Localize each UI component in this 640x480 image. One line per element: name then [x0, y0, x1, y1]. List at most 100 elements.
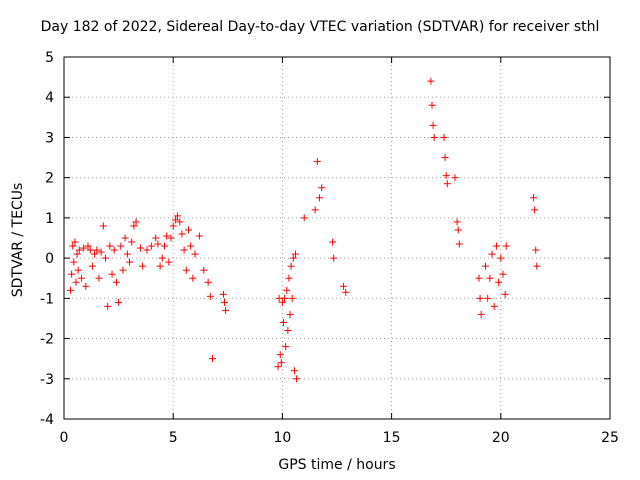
- data-point: [130, 222, 138, 230]
- data-point: [160, 242, 168, 250]
- data-point: [95, 274, 103, 282]
- data-point: [68, 270, 76, 278]
- data-point: [453, 218, 461, 226]
- data-points: [67, 77, 541, 383]
- data-point: [75, 246, 83, 254]
- data-point: [139, 262, 147, 270]
- data-point: [206, 292, 214, 300]
- data-point: [330, 254, 338, 262]
- data-point: [443, 180, 451, 188]
- data-point: [530, 194, 538, 202]
- y-tick-label: 5: [45, 50, 54, 66]
- y-tick-label: -3: [40, 372, 54, 388]
- data-point: [156, 262, 164, 270]
- data-point: [88, 262, 96, 270]
- data-point: [277, 359, 285, 367]
- data-point: [174, 212, 182, 220]
- data-point: [475, 274, 483, 282]
- data-point: [427, 77, 435, 85]
- data-point: [219, 290, 227, 298]
- data-point: [82, 282, 90, 290]
- data-point: [209, 355, 217, 363]
- data-point: [440, 133, 448, 141]
- data-point: [278, 298, 286, 306]
- data-point: [69, 242, 77, 250]
- data-point: [454, 226, 462, 234]
- data-point: [123, 250, 131, 258]
- data-point: [283, 286, 291, 294]
- x-tick-label: 10: [273, 430, 291, 446]
- data-point: [195, 232, 203, 240]
- x-axis-ticks: 0 5 10 15 20 25: [60, 57, 619, 446]
- data-point: [293, 375, 301, 383]
- data-point: [126, 258, 134, 266]
- data-point: [286, 310, 294, 318]
- plot-frame: [63, 56, 611, 420]
- data-point: [143, 246, 151, 254]
- chart-title: Day 182 of 2022, Sidereal Day-to-day VTE…: [40, 19, 600, 35]
- data-point: [289, 254, 297, 262]
- y-tick-label: -2: [40, 332, 54, 348]
- data-point: [110, 246, 118, 254]
- y-axis-label: SDTVAR / TECUs: [10, 182, 26, 298]
- data-point: [117, 242, 125, 250]
- data-point: [455, 240, 463, 248]
- x-tick-label: 0: [60, 430, 69, 446]
- data-point: [108, 270, 116, 278]
- data-point: [476, 294, 484, 302]
- data-point: [499, 270, 507, 278]
- data-point: [484, 294, 492, 302]
- data-point: [104, 302, 112, 310]
- data-point: [121, 234, 129, 242]
- data-point: [136, 244, 144, 252]
- data-point: [495, 278, 503, 286]
- data-point: [132, 218, 140, 226]
- data-point: [290, 367, 298, 375]
- data-point: [428, 101, 436, 109]
- data-point: [342, 288, 350, 296]
- data-point: [171, 216, 179, 224]
- data-point: [167, 234, 175, 242]
- data-point: [72, 278, 80, 286]
- x-tick-label: 20: [492, 430, 510, 446]
- data-point: [97, 248, 105, 256]
- x-tick-label: 25: [601, 430, 619, 446]
- data-point: [300, 214, 308, 222]
- data-point: [165, 258, 173, 266]
- data-point: [340, 282, 348, 290]
- data-point: [497, 254, 505, 262]
- data-point: [221, 298, 229, 306]
- x-tick-label: 5: [169, 430, 178, 446]
- data-point: [93, 246, 101, 254]
- data-point: [284, 327, 292, 335]
- data-point: [531, 206, 539, 214]
- data-point: [77, 274, 85, 282]
- y-tick-label: 3: [45, 130, 54, 146]
- y-tick-label: 1: [45, 211, 54, 227]
- data-point: [222, 306, 230, 314]
- x-tick-label: 15: [383, 430, 401, 446]
- grid: [64, 57, 610, 419]
- data-point: [287, 262, 295, 270]
- y-tick-label: 2: [45, 171, 54, 187]
- data-point: [71, 238, 79, 246]
- data-point: [477, 310, 485, 318]
- data-point: [282, 343, 290, 351]
- data-point: [152, 234, 160, 242]
- data-point: [115, 298, 123, 306]
- data-point: [101, 254, 109, 262]
- data-point: [91, 250, 99, 258]
- data-point: [313, 158, 321, 166]
- data-point: [178, 230, 186, 238]
- data-point: [158, 254, 166, 262]
- data-point: [501, 290, 509, 298]
- y-tick-label: -4: [40, 412, 54, 428]
- data-point: [189, 274, 197, 282]
- data-point: [86, 246, 94, 254]
- data-point: [486, 274, 494, 282]
- data-point: [482, 262, 490, 270]
- data-point: [533, 262, 541, 270]
- data-point: [147, 242, 155, 250]
- data-point: [204, 278, 212, 286]
